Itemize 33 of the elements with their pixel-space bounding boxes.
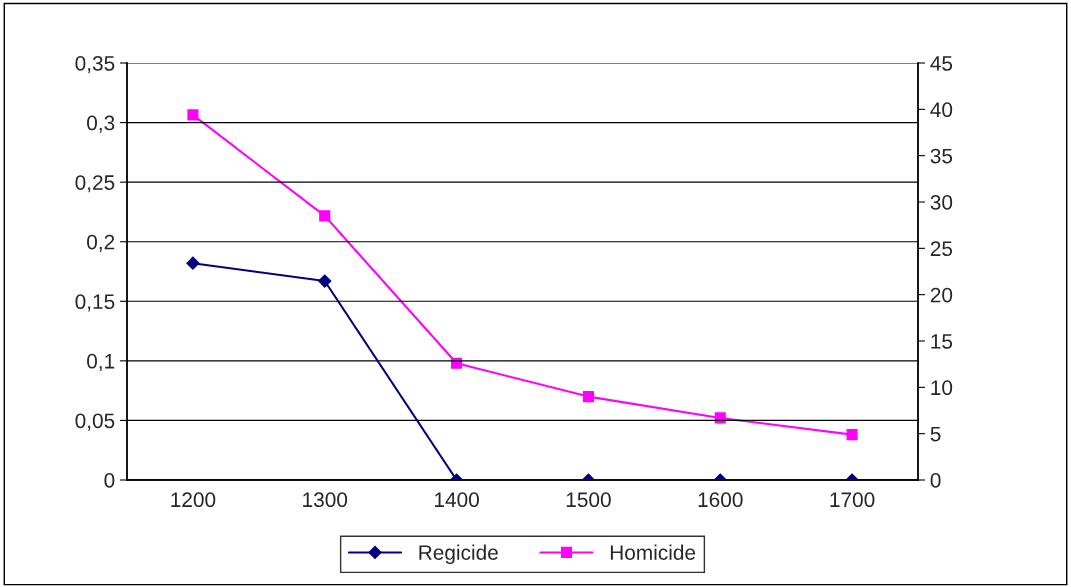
x-tick-label: 1200	[171, 492, 216, 508]
y2-tick-label: 15	[931, 334, 953, 349]
x-tick-label: 1600	[698, 492, 743, 508]
legend-label: Regicide	[419, 544, 498, 565]
y-tick-label: 0,2	[87, 234, 115, 252]
point	[714, 412, 726, 424]
y2-tick-label: 10	[931, 380, 953, 396]
y2-tick-label: 25	[930, 241, 953, 257]
y2-tick-label: 0	[930, 473, 941, 488]
x-tick-label: 1300	[303, 492, 348, 508]
point	[186, 256, 200, 270]
point	[846, 429, 858, 441]
y2-tick-label: 5	[930, 426, 941, 442]
point	[319, 210, 331, 222]
y2-tick-label: 45	[930, 56, 953, 71]
y-tick-label: 0	[104, 473, 115, 488]
y2-tick-label: 40	[930, 102, 953, 118]
point	[187, 109, 199, 121]
legend-label: Homicide	[610, 544, 696, 560]
x-tick-label: 1700	[830, 492, 875, 508]
y-tick-label: 0,05	[75, 413, 115, 431]
y-tick-label: 0,1	[87, 353, 115, 372]
y2-tick-label: 20	[930, 287, 953, 303]
x-tick-label: 1400	[435, 492, 479, 508]
point	[318, 274, 332, 288]
y-tick-label: 0,35	[75, 56, 115, 74]
x-tick-label: 1500	[566, 492, 611, 508]
y2-tick-label: 35	[930, 148, 953, 164]
point	[582, 391, 594, 403]
y-tick-label: 0,3	[87, 115, 115, 133]
y-tick-label: 0,25	[75, 175, 115, 193]
y-tick-label: 0,15	[75, 294, 115, 312]
y2-tick-label: 30	[930, 195, 953, 210]
